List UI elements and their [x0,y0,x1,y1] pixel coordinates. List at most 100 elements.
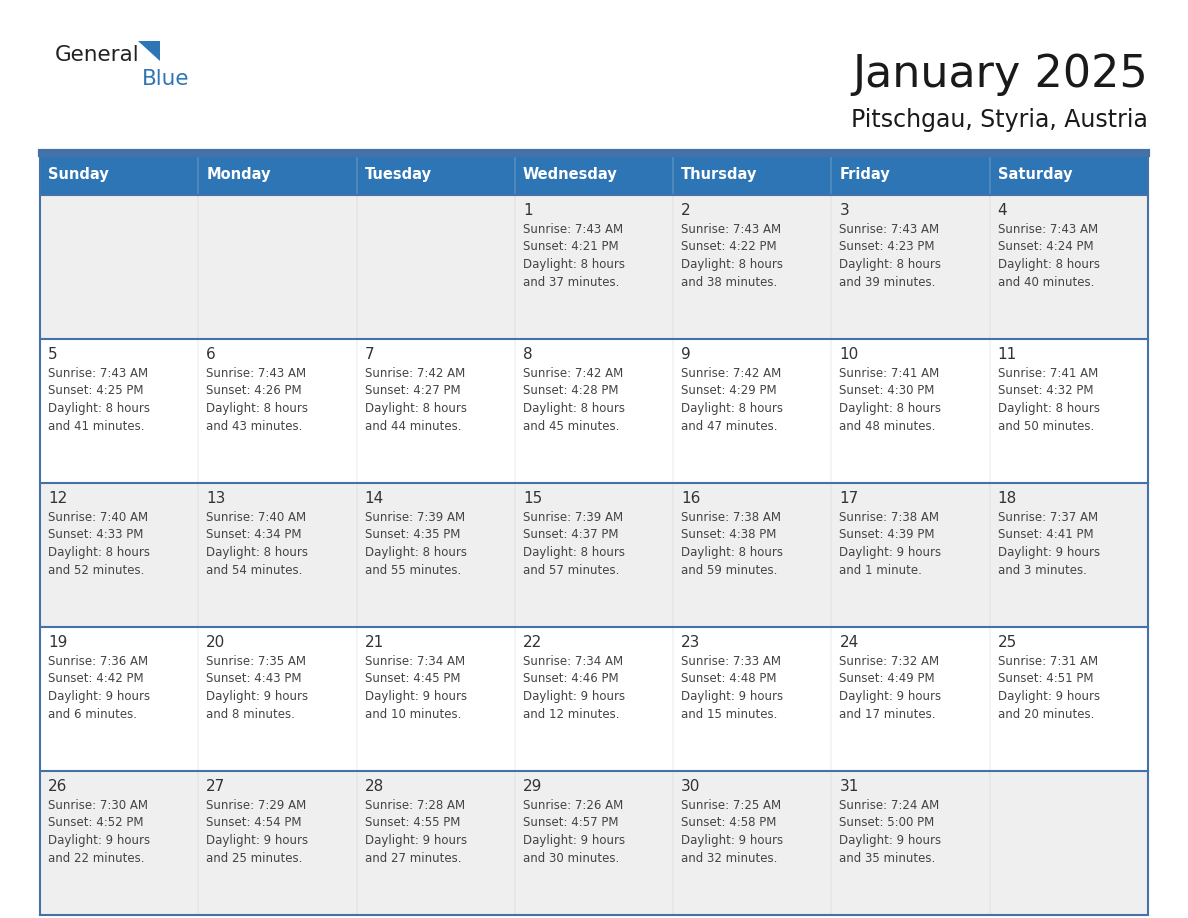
Text: Sunrise: 7:42 AM: Sunrise: 7:42 AM [365,367,465,380]
Text: Sunset: 4:57 PM: Sunset: 4:57 PM [523,816,619,830]
Text: Daylight: 8 hours: Daylight: 8 hours [523,546,625,559]
Text: Daylight: 8 hours: Daylight: 8 hours [48,402,150,415]
Text: 11: 11 [998,347,1017,362]
Text: Sunrise: 7:42 AM: Sunrise: 7:42 AM [681,367,782,380]
Text: Sunrise: 7:40 AM: Sunrise: 7:40 AM [48,511,148,524]
Text: and 8 minutes.: and 8 minutes. [207,708,295,721]
Text: Pitschgau, Styria, Austria: Pitschgau, Styria, Austria [851,108,1148,132]
Text: and 27 minutes.: and 27 minutes. [365,852,461,865]
Text: Sunset: 4:55 PM: Sunset: 4:55 PM [365,816,460,830]
Text: Sunrise: 7:30 AM: Sunrise: 7:30 AM [48,799,148,812]
Text: Sunrise: 7:38 AM: Sunrise: 7:38 AM [840,511,940,524]
Text: 3: 3 [840,203,849,218]
Text: Tuesday: Tuesday [365,167,431,183]
Text: 16: 16 [681,491,701,506]
Text: Sunset: 5:00 PM: Sunset: 5:00 PM [840,816,935,830]
Text: Daylight: 9 hours: Daylight: 9 hours [840,834,942,847]
Text: Thursday: Thursday [681,167,758,183]
Text: 9: 9 [681,347,691,362]
Bar [40,339,1148,483]
Text: 12: 12 [48,491,68,506]
Text: Sunrise: 7:25 AM: Sunrise: 7:25 AM [681,799,782,812]
Bar [674,155,832,195]
Text: Sunset: 4:52 PM: Sunset: 4:52 PM [48,816,144,830]
Text: Wednesday: Wednesday [523,167,618,183]
Bar [990,155,1148,195]
Text: and 48 minutes.: and 48 minutes. [840,420,936,432]
Text: 23: 23 [681,635,701,650]
Text: 22: 22 [523,635,542,650]
Text: Sunrise: 7:34 AM: Sunrise: 7:34 AM [523,655,623,668]
Text: Sunrise: 7:32 AM: Sunrise: 7:32 AM [840,655,940,668]
Text: Daylight: 9 hours: Daylight: 9 hours [998,690,1100,703]
Bar [40,627,1148,771]
Text: and 30 minutes.: and 30 minutes. [523,852,619,865]
Text: Sunrise: 7:43 AM: Sunrise: 7:43 AM [48,367,148,380]
Text: and 38 minutes.: and 38 minutes. [681,275,777,288]
Text: Daylight: 8 hours: Daylight: 8 hours [998,402,1100,415]
Text: Sunrise: 7:43 AM: Sunrise: 7:43 AM [523,223,623,236]
Text: and 52 minutes.: and 52 minutes. [48,564,145,577]
Text: Sunset: 4:30 PM: Sunset: 4:30 PM [840,385,935,397]
Text: 6: 6 [207,347,216,362]
Text: Sunset: 4:39 PM: Sunset: 4:39 PM [840,529,935,542]
Text: Sunrise: 7:29 AM: Sunrise: 7:29 AM [207,799,307,812]
Text: Sunset: 4:58 PM: Sunset: 4:58 PM [681,816,777,830]
Text: 4: 4 [998,203,1007,218]
Text: and 12 minutes.: and 12 minutes. [523,708,619,721]
Text: Daylight: 8 hours: Daylight: 8 hours [523,258,625,271]
Text: Daylight: 9 hours: Daylight: 9 hours [365,834,467,847]
Text: and 20 minutes.: and 20 minutes. [998,708,1094,721]
Bar [40,195,1148,339]
Text: 24: 24 [840,635,859,650]
Text: and 45 minutes.: and 45 minutes. [523,420,619,432]
Text: General: General [55,45,140,65]
Text: and 10 minutes.: and 10 minutes. [365,708,461,721]
Bar [198,155,356,195]
Text: Friday: Friday [840,167,890,183]
Text: Sunset: 4:24 PM: Sunset: 4:24 PM [998,241,1093,253]
Text: 21: 21 [365,635,384,650]
Text: and 55 minutes.: and 55 minutes. [365,564,461,577]
Text: Daylight: 8 hours: Daylight: 8 hours [207,402,308,415]
Text: Sunrise: 7:40 AM: Sunrise: 7:40 AM [207,511,307,524]
Text: 10: 10 [840,347,859,362]
Bar [514,155,674,195]
Text: Daylight: 8 hours: Daylight: 8 hours [365,402,467,415]
Text: Daylight: 8 hours: Daylight: 8 hours [523,402,625,415]
Text: and 41 minutes.: and 41 minutes. [48,420,145,432]
Text: and 57 minutes.: and 57 minutes. [523,564,619,577]
Text: 30: 30 [681,779,701,794]
Text: Sunrise: 7:43 AM: Sunrise: 7:43 AM [998,223,1098,236]
Text: Daylight: 9 hours: Daylight: 9 hours [207,690,309,703]
Text: Sunrise: 7:39 AM: Sunrise: 7:39 AM [523,511,623,524]
Text: Sunrise: 7:34 AM: Sunrise: 7:34 AM [365,655,465,668]
Text: Sunrise: 7:38 AM: Sunrise: 7:38 AM [681,511,782,524]
Text: Sunset: 4:27 PM: Sunset: 4:27 PM [365,385,460,397]
Text: Daylight: 9 hours: Daylight: 9 hours [681,690,783,703]
Text: and 50 minutes.: and 50 minutes. [998,420,1094,432]
Text: 25: 25 [998,635,1017,650]
Text: and 40 minutes.: and 40 minutes. [998,275,1094,288]
Bar [40,155,198,195]
Text: Sunset: 4:23 PM: Sunset: 4:23 PM [840,241,935,253]
Text: Daylight: 9 hours: Daylight: 9 hours [840,546,942,559]
Text: Daylight: 9 hours: Daylight: 9 hours [48,690,150,703]
Bar [40,771,1148,915]
Text: Sunrise: 7:36 AM: Sunrise: 7:36 AM [48,655,148,668]
Text: 17: 17 [840,491,859,506]
Text: Sunrise: 7:41 AM: Sunrise: 7:41 AM [840,367,940,380]
Text: Saturday: Saturday [998,167,1073,183]
Text: and 37 minutes.: and 37 minutes. [523,275,619,288]
Text: Monday: Monday [207,167,271,183]
Text: Sunrise: 7:43 AM: Sunrise: 7:43 AM [681,223,782,236]
Text: Daylight: 9 hours: Daylight: 9 hours [48,834,150,847]
Text: 20: 20 [207,635,226,650]
Text: Sunrise: 7:24 AM: Sunrise: 7:24 AM [840,799,940,812]
Text: 28: 28 [365,779,384,794]
Text: Daylight: 8 hours: Daylight: 8 hours [998,258,1100,271]
Text: and 3 minutes.: and 3 minutes. [998,564,1087,577]
Text: and 25 minutes.: and 25 minutes. [207,852,303,865]
Text: Daylight: 9 hours: Daylight: 9 hours [681,834,783,847]
Text: 7: 7 [365,347,374,362]
